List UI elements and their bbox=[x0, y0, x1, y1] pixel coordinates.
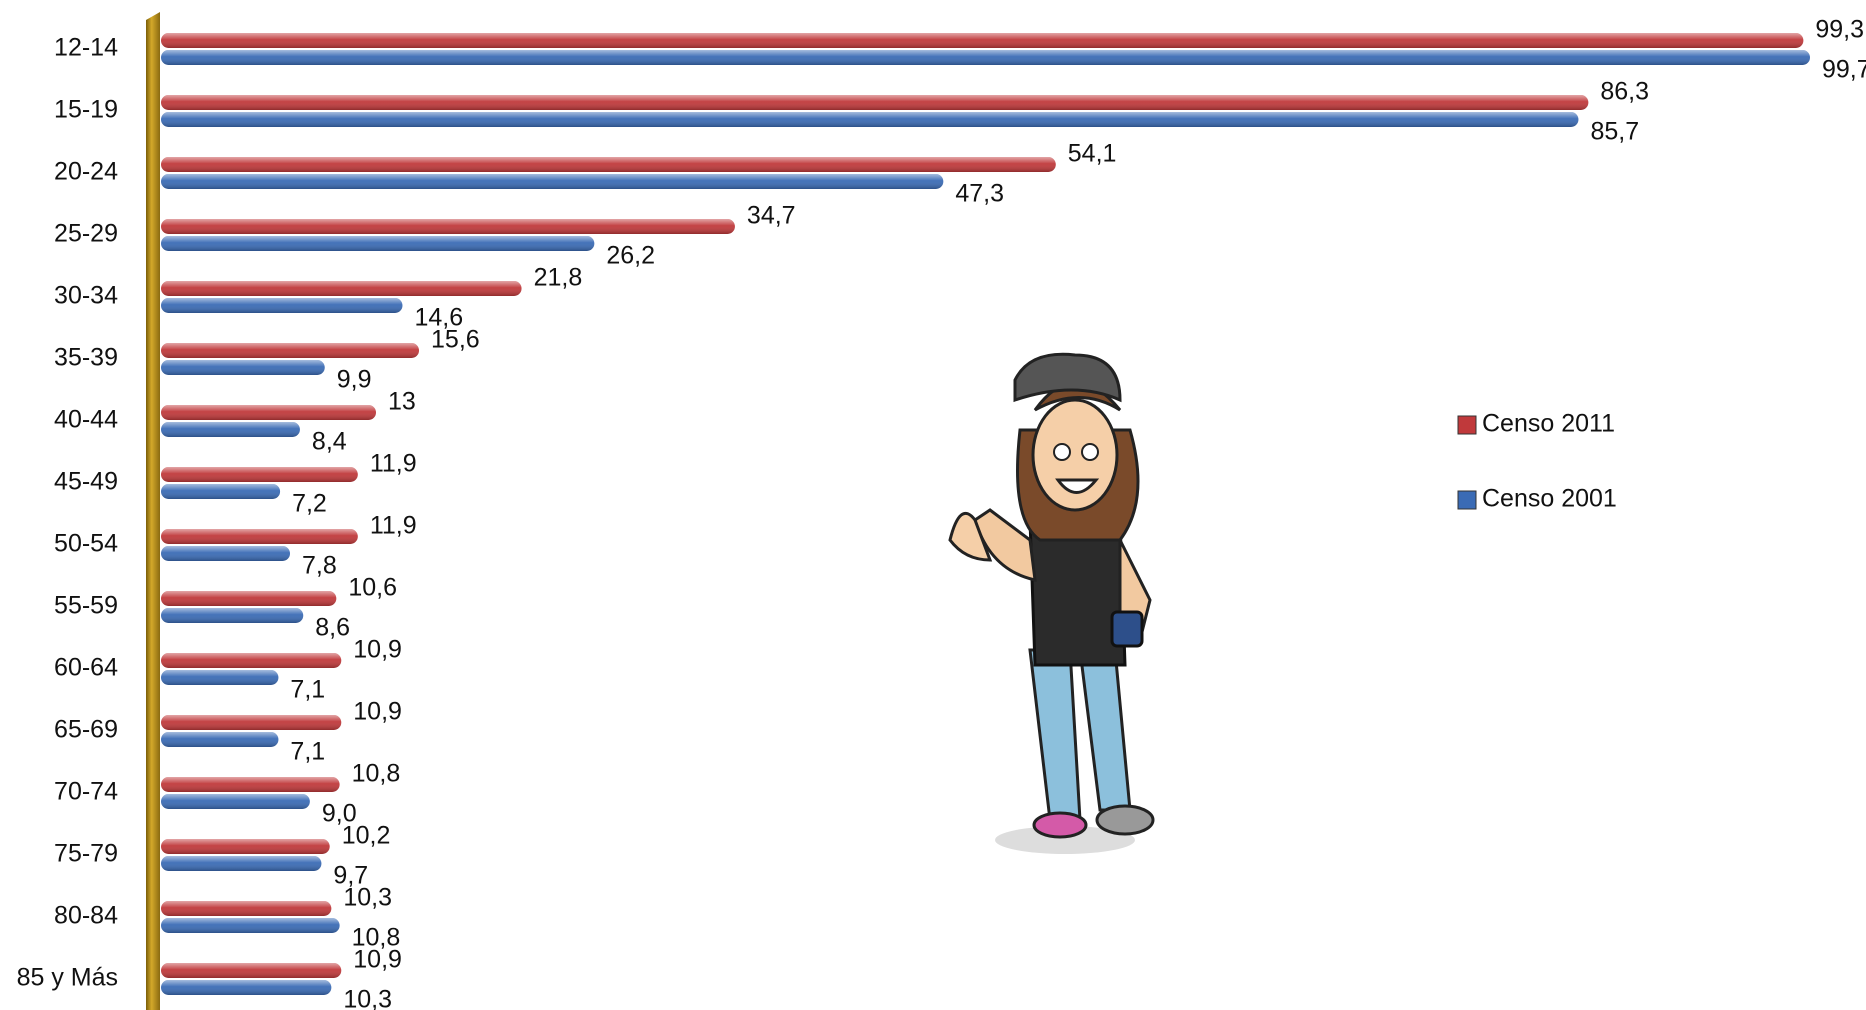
value-label: 7,1 bbox=[290, 738, 325, 766]
value-label: 99,7 bbox=[1822, 56, 1866, 84]
value-label: 7,8 bbox=[302, 552, 337, 580]
y-tick-label: 65-69 bbox=[54, 716, 118, 744]
value-label: 14,6 bbox=[414, 304, 463, 332]
value-label: 9,9 bbox=[337, 366, 372, 394]
y-tick-label: 70-74 bbox=[54, 778, 118, 806]
bar-shine bbox=[161, 298, 403, 313]
value-label: 26,2 bbox=[606, 242, 655, 270]
bar-shine bbox=[161, 405, 377, 420]
legend-marker bbox=[1457, 415, 1477, 435]
value-label: 7,1 bbox=[290, 676, 325, 704]
y-tick-label: 55-59 bbox=[54, 592, 118, 620]
y-tick-label: 85 y Más bbox=[17, 964, 118, 992]
bar-shine bbox=[161, 484, 281, 499]
bar-shine bbox=[161, 963, 342, 978]
bar-shine bbox=[161, 777, 340, 792]
bar-shine bbox=[161, 794, 310, 809]
bar-shine bbox=[161, 653, 342, 668]
value-label: 10,6 bbox=[348, 574, 397, 602]
bar-shine bbox=[161, 281, 522, 296]
value-label: 34,7 bbox=[747, 202, 796, 230]
bar-shine bbox=[161, 529, 358, 544]
bar-shine bbox=[161, 343, 420, 358]
value-label: 7,2 bbox=[292, 490, 327, 518]
bar-shine bbox=[161, 901, 332, 916]
bar-shine bbox=[161, 980, 332, 995]
bar-shine bbox=[161, 95, 1589, 110]
value-label: 99,3 bbox=[1815, 16, 1864, 44]
value-label: 13 bbox=[388, 388, 416, 416]
value-label: 10,9 bbox=[353, 636, 402, 664]
bar-shine bbox=[161, 839, 330, 854]
y-tick-label: 12-14 bbox=[54, 34, 118, 62]
value-label: 21,8 bbox=[534, 264, 583, 292]
value-label: 8,6 bbox=[315, 614, 350, 642]
value-label: 54,1 bbox=[1068, 140, 1117, 168]
bar-shine bbox=[161, 422, 300, 437]
y-tick-label: 40-44 bbox=[54, 406, 118, 434]
value-label: 10,8 bbox=[352, 760, 401, 788]
y-tick-label: 80-84 bbox=[54, 902, 118, 930]
bar-shine bbox=[161, 112, 1579, 127]
y-tick-label: 35-39 bbox=[54, 344, 118, 372]
bar-shine bbox=[161, 608, 304, 623]
value-label: 11,9 bbox=[370, 512, 417, 540]
value-label: 47,3 bbox=[955, 180, 1004, 208]
legend-marker bbox=[1457, 490, 1477, 510]
value-label: 10,9 bbox=[353, 698, 402, 726]
value-label: 11,9 bbox=[370, 450, 417, 478]
value-label: 9,7 bbox=[333, 862, 368, 890]
legend-label: Censo 2011 bbox=[1482, 410, 1615, 438]
y-tick-label: 30-34 bbox=[54, 282, 118, 310]
bar-shine bbox=[161, 546, 291, 561]
bar-shine bbox=[161, 33, 1804, 48]
value-label: 10,9 bbox=[353, 946, 402, 974]
y-tick-label: 20-24 bbox=[54, 158, 118, 186]
value-label: 85,7 bbox=[1590, 118, 1639, 146]
bar-shine bbox=[161, 918, 340, 933]
bar-shine bbox=[161, 856, 322, 871]
y-tick-label: 75-79 bbox=[54, 840, 118, 868]
y-tick-label: 25-29 bbox=[54, 220, 118, 248]
value-label: 86,3 bbox=[1600, 78, 1649, 106]
y-tick-label: 60-64 bbox=[54, 654, 118, 682]
value-label: 9,0 bbox=[322, 800, 357, 828]
axis-wall bbox=[146, 12, 160, 1010]
value-label: 8,4 bbox=[312, 428, 347, 456]
y-tick-label: 50-54 bbox=[54, 530, 118, 558]
bar-shine bbox=[161, 670, 279, 685]
value-label: 10,3 bbox=[343, 986, 392, 1010]
value-label: 10,8 bbox=[352, 924, 401, 952]
legend-label: Censo 2001 bbox=[1482, 485, 1617, 513]
bar-shine bbox=[161, 236, 595, 251]
bar-shine bbox=[161, 715, 342, 730]
value-label: 15,6 bbox=[431, 326, 480, 354]
value-label: 10,2 bbox=[342, 822, 391, 850]
bar-shine bbox=[161, 360, 325, 375]
bar-shine bbox=[161, 157, 1056, 172]
value-label: 10,3 bbox=[343, 884, 392, 912]
bar-shine bbox=[161, 174, 944, 189]
bar-shine bbox=[161, 467, 358, 482]
bar-shine bbox=[161, 219, 735, 234]
bar-shine bbox=[161, 50, 1810, 65]
y-tick-label: 15-19 bbox=[54, 96, 118, 124]
bar-shine bbox=[161, 591, 337, 606]
bar-shine bbox=[161, 732, 279, 747]
y-tick-label: 45-49 bbox=[54, 468, 118, 496]
illustration bbox=[948, 352, 1155, 854]
